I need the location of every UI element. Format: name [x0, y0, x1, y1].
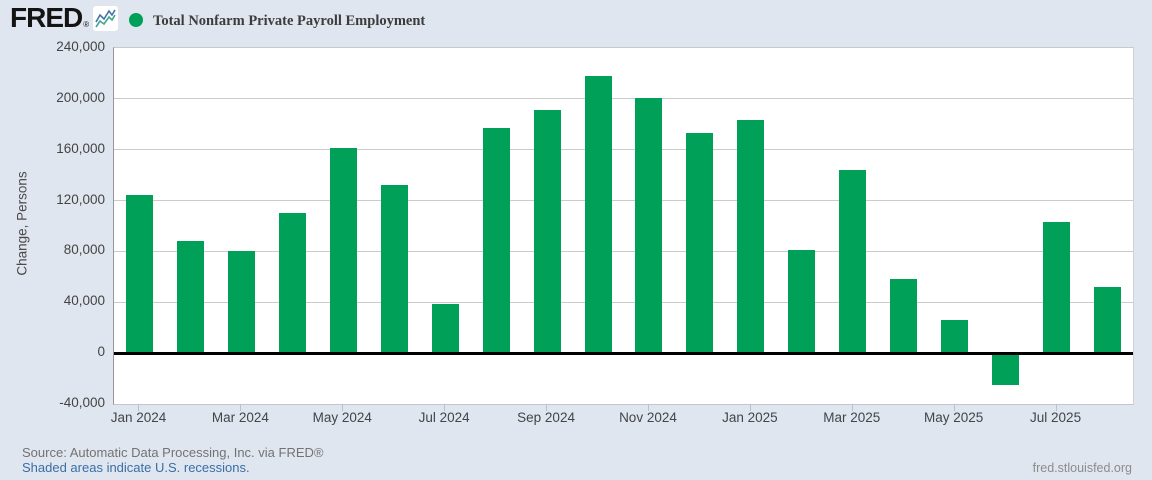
x-tick-mark: [953, 404, 955, 411]
gridline: [114, 301, 1133, 303]
chart-bar: [584, 75, 612, 354]
gridline: [114, 98, 1133, 100]
source-attribution: Source: Automatic Data Processing, Inc. …: [22, 445, 324, 460]
series-legend-dot: [129, 13, 143, 27]
x-tick-label: Jul 2024: [418, 410, 470, 425]
chart-bar: [992, 353, 1020, 385]
x-tick-mark: [546, 404, 548, 411]
gridline: [114, 200, 1133, 202]
chart-bar: [839, 170, 867, 354]
x-tick-label: May 2025: [924, 410, 984, 425]
chart-bar: [278, 213, 306, 354]
fred-site-url: fred.stlouisfed.org: [1032, 461, 1132, 475]
chart-bar: [635, 97, 663, 354]
x-tick-label: Nov 2024: [619, 410, 677, 425]
y-tick-label: 160,000: [56, 140, 105, 156]
y-tick-label: 120,000: [56, 191, 105, 207]
chart-bar: [329, 148, 357, 354]
chart-bar: [686, 133, 714, 354]
x-tick-label: Jan 2024: [110, 410, 167, 425]
y-tick-label: 240,000: [56, 39, 105, 54]
chart-bar: [890, 279, 918, 354]
x-tick-label: Sep 2024: [517, 410, 575, 425]
x-tick-label: May 2024: [312, 410, 372, 425]
fred-logo-text: FRED: [10, 2, 83, 33]
chart-bar: [227, 251, 255, 354]
plot-area: [113, 47, 1134, 405]
x-tick-label: Mar 2025: [823, 410, 881, 425]
recession-shading-link[interactable]: Shaded areas indicate U.S. recessions.: [22, 460, 250, 475]
chart-bar: [482, 128, 510, 354]
x-tick-mark: [240, 404, 242, 411]
fred-logo[interactable]: FRED ®: [10, 2, 119, 33]
chart-bar: [176, 241, 204, 354]
chart-bar: [431, 303, 459, 354]
registered-mark: ®: [83, 20, 90, 29]
x-tick-label: Jul 2025: [1030, 410, 1082, 425]
chart-bar: [941, 320, 969, 354]
x-tick-mark: [647, 404, 649, 411]
chart-bar: [1094, 287, 1122, 354]
x-tick-label: Mar 2024: [211, 410, 269, 425]
x-tick-mark: [1055, 404, 1057, 411]
x-tick-mark: [342, 404, 344, 411]
y-tick-label: -40,000: [59, 395, 105, 410]
y-tick-label: 80,000: [63, 242, 105, 258]
y-tick-label: 40,000: [63, 293, 105, 309]
zero-baseline: [114, 352, 1133, 355]
gridline: [114, 250, 1133, 252]
y-tick-label: 200,000: [56, 89, 105, 105]
series-title: Total Nonfarm Private Payroll Employment: [153, 13, 426, 29]
y-tick-label: 0: [97, 344, 105, 360]
x-tick-mark: [444, 404, 446, 411]
gridline: [114, 149, 1133, 151]
chart-bar: [788, 250, 816, 354]
chart-bar: [1043, 222, 1071, 354]
x-tick-label: Jan 2025: [722, 410, 778, 425]
chart-bar: [533, 110, 561, 354]
x-tick-mark: [138, 404, 140, 411]
fred-sparkline-icon: [93, 6, 119, 31]
x-tick-mark: [851, 404, 853, 411]
chart-bar: [125, 195, 153, 354]
chart-bar: [380, 185, 408, 354]
chart-bar: [737, 120, 765, 354]
x-tick-mark: [749, 404, 751, 411]
